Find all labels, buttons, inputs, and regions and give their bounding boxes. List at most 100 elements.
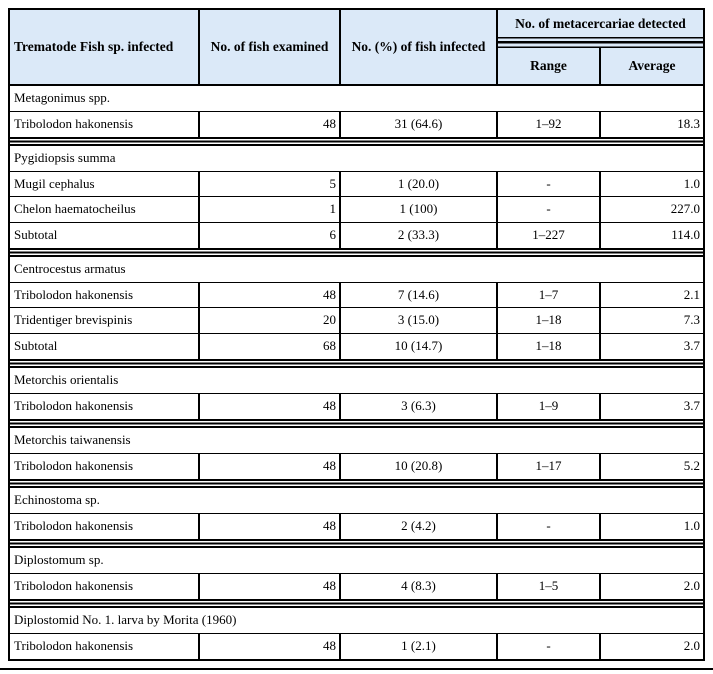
section-name: Centrocestus armatus: [14, 261, 126, 277]
cell-range: 1–17: [498, 453, 601, 479]
table-row: Tribolodon hakonensis 48 10 (20.8) 1–17 5.2: [10, 453, 703, 479]
header-double-rule: [498, 37, 703, 48]
cell-species: Tribolodon hakonensis: [10, 573, 200, 599]
section-name: Pygidiopsis summa: [14, 150, 116, 166]
cell-examined: 48: [200, 111, 341, 137]
cell-infected: 2 (33.3): [341, 222, 498, 248]
section-row: Diplostomid No. 1. larva by Morita (1960…: [10, 608, 703, 634]
cell-range: 1–227: [498, 222, 601, 248]
cell-average: 3.7: [683, 338, 700, 354]
section-separator: [10, 419, 703, 428]
table-row: Tribolodon hakonensis 48 31 (64.6) 1–92 18.3: [10, 111, 703, 137]
cell-examined: 5: [200, 171, 341, 196]
section-row: Metorchis taiwanensis: [10, 428, 703, 454]
cell-examined: 48: [200, 453, 341, 479]
cell-examined: 1: [200, 197, 341, 222]
cell-range: 1–18: [498, 308, 601, 333]
cell-average: 5.2: [683, 458, 700, 474]
cell-average: 2.0: [683, 638, 700, 654]
section-row: Pygidiopsis summa: [10, 146, 703, 172]
table-row: Tribolodon hakonensis 48 4 (8.3) 1–5 2.0: [10, 573, 703, 599]
table-header: Trematode Fish sp. infected No. of fish …: [10, 10, 703, 86]
cell-range: -: [498, 513, 601, 539]
section-row: Metagonimus spp.: [10, 86, 703, 112]
section-row: Metorchis orientalis: [10, 368, 703, 394]
cell-species: Tribolodon hakonensis: [10, 453, 200, 479]
page-bottom-rule: [0, 668, 713, 670]
cell-infected: 31 (64.6): [341, 111, 498, 137]
section-separator: [10, 137, 703, 146]
section-separator: [10, 248, 703, 257]
table-row: Tridentiger brevispinis 20 3 (15.0) 1–18 7.3: [10, 308, 703, 334]
cell-species: Tribolodon hakonensis: [10, 282, 200, 307]
cell-species: Tribolodon hakonensis: [10, 111, 200, 137]
cell-examined: 68: [200, 333, 341, 359]
header-trematode-fish-species: Trematode Fish sp. infected: [10, 10, 200, 84]
cell-infected: 7 (14.6): [341, 282, 498, 307]
table-row: Tribolodon hakonensis 48 3 (6.3) 1–9 3.7: [10, 393, 703, 419]
cell-infected: 3 (6.3): [341, 393, 498, 419]
section-name: Metorchis taiwanensis: [14, 432, 131, 448]
cell-infected: 10 (14.7): [341, 333, 498, 359]
cell-average: 1.0: [683, 175, 700, 191]
table-body: Metagonimus spp. Tribolodon hakonensis 48 3…: [10, 86, 703, 659]
table-row: Tribolodon hakonensis 48 7 (14.6) 1–7 2.1: [10, 282, 703, 308]
section-separator: [10, 539, 703, 548]
section-separator: [10, 599, 703, 608]
cell-species: Tridentiger brevispinis: [10, 308, 200, 333]
section-separator: [10, 479, 703, 488]
cell-species: Subtotal: [10, 222, 200, 248]
cell-infected: 4 (8.3): [341, 573, 498, 599]
cell-examined: 48: [200, 633, 341, 659]
cell-species: Chelon haematocheilus: [10, 197, 200, 222]
cell-range: -: [498, 197, 601, 222]
cell-examined: 6: [200, 222, 341, 248]
cell-species: Tribolodon hakonensis: [10, 393, 200, 419]
cell-average: 3.7: [683, 398, 700, 414]
table-row: Mugil cephalus 5 1 (20.0) - 1.0: [10, 171, 703, 197]
cell-range: 1–92: [498, 111, 601, 137]
cell-species: Subtotal: [10, 333, 200, 359]
header-average: Average: [628, 58, 676, 73]
section-row: Diplostomum sp.: [10, 548, 703, 574]
section-name: Diplostomum sp.: [14, 552, 104, 568]
cell-average: 227.0: [670, 201, 700, 217]
cell-range: 1–9: [498, 393, 601, 419]
cell-average: 1.0: [683, 518, 700, 534]
section-name: Echinostoma sp.: [14, 492, 100, 508]
cell-species: Tribolodon hakonensis: [10, 513, 200, 539]
cell-examined: 48: [200, 573, 341, 599]
cell-species: Tribolodon hakonensis: [10, 633, 200, 659]
cell-infected: 2 (4.2): [341, 513, 498, 539]
header-no-fish-examined: No. of fish examined: [200, 10, 341, 84]
cell-average: 2.1: [683, 286, 700, 302]
cell-examined: 48: [200, 513, 341, 539]
cell-average: 7.3: [683, 312, 700, 328]
header-no-fish-infected: No. (%) of fish infected: [341, 10, 498, 84]
header-metacercariae-group: No. of metacercariae detected Range Aver…: [498, 10, 703, 84]
table-row: Tribolodon hakonensis 48 1 (2.1) - 2.0: [10, 633, 703, 659]
section-name: Metorchis orientalis: [14, 372, 119, 388]
cell-average: 114.0: [671, 227, 700, 243]
table-row: Subtotal 68 10 (14.7) 1–18 3.7: [10, 333, 703, 359]
cell-examined: 20: [200, 308, 341, 333]
cell-range: -: [498, 633, 601, 659]
cell-range: 1–18: [498, 333, 601, 359]
cell-infected: 1 (20.0): [341, 171, 498, 196]
cell-range: 1–5: [498, 573, 601, 599]
cell-infected: 10 (20.8): [341, 453, 498, 479]
cell-range: -: [498, 171, 601, 196]
cell-species: Mugil cephalus: [10, 171, 200, 196]
table-row: Subtotal 6 2 (33.3) 1–227 114.0: [10, 222, 703, 248]
cell-infected: 1 (2.1): [341, 633, 498, 659]
section-row: Centrocestus armatus: [10, 257, 703, 283]
cell-examined: 48: [200, 282, 341, 307]
section-row: Echinostoma sp.: [10, 488, 703, 514]
section-name: Metagonimus spp.: [14, 90, 111, 106]
section-separator: [10, 359, 703, 368]
cell-average: 2.0: [683, 578, 700, 594]
cell-infected: 3 (15.0): [341, 308, 498, 333]
cell-examined: 48: [200, 393, 341, 419]
cell-average: 18.3: [677, 116, 700, 132]
